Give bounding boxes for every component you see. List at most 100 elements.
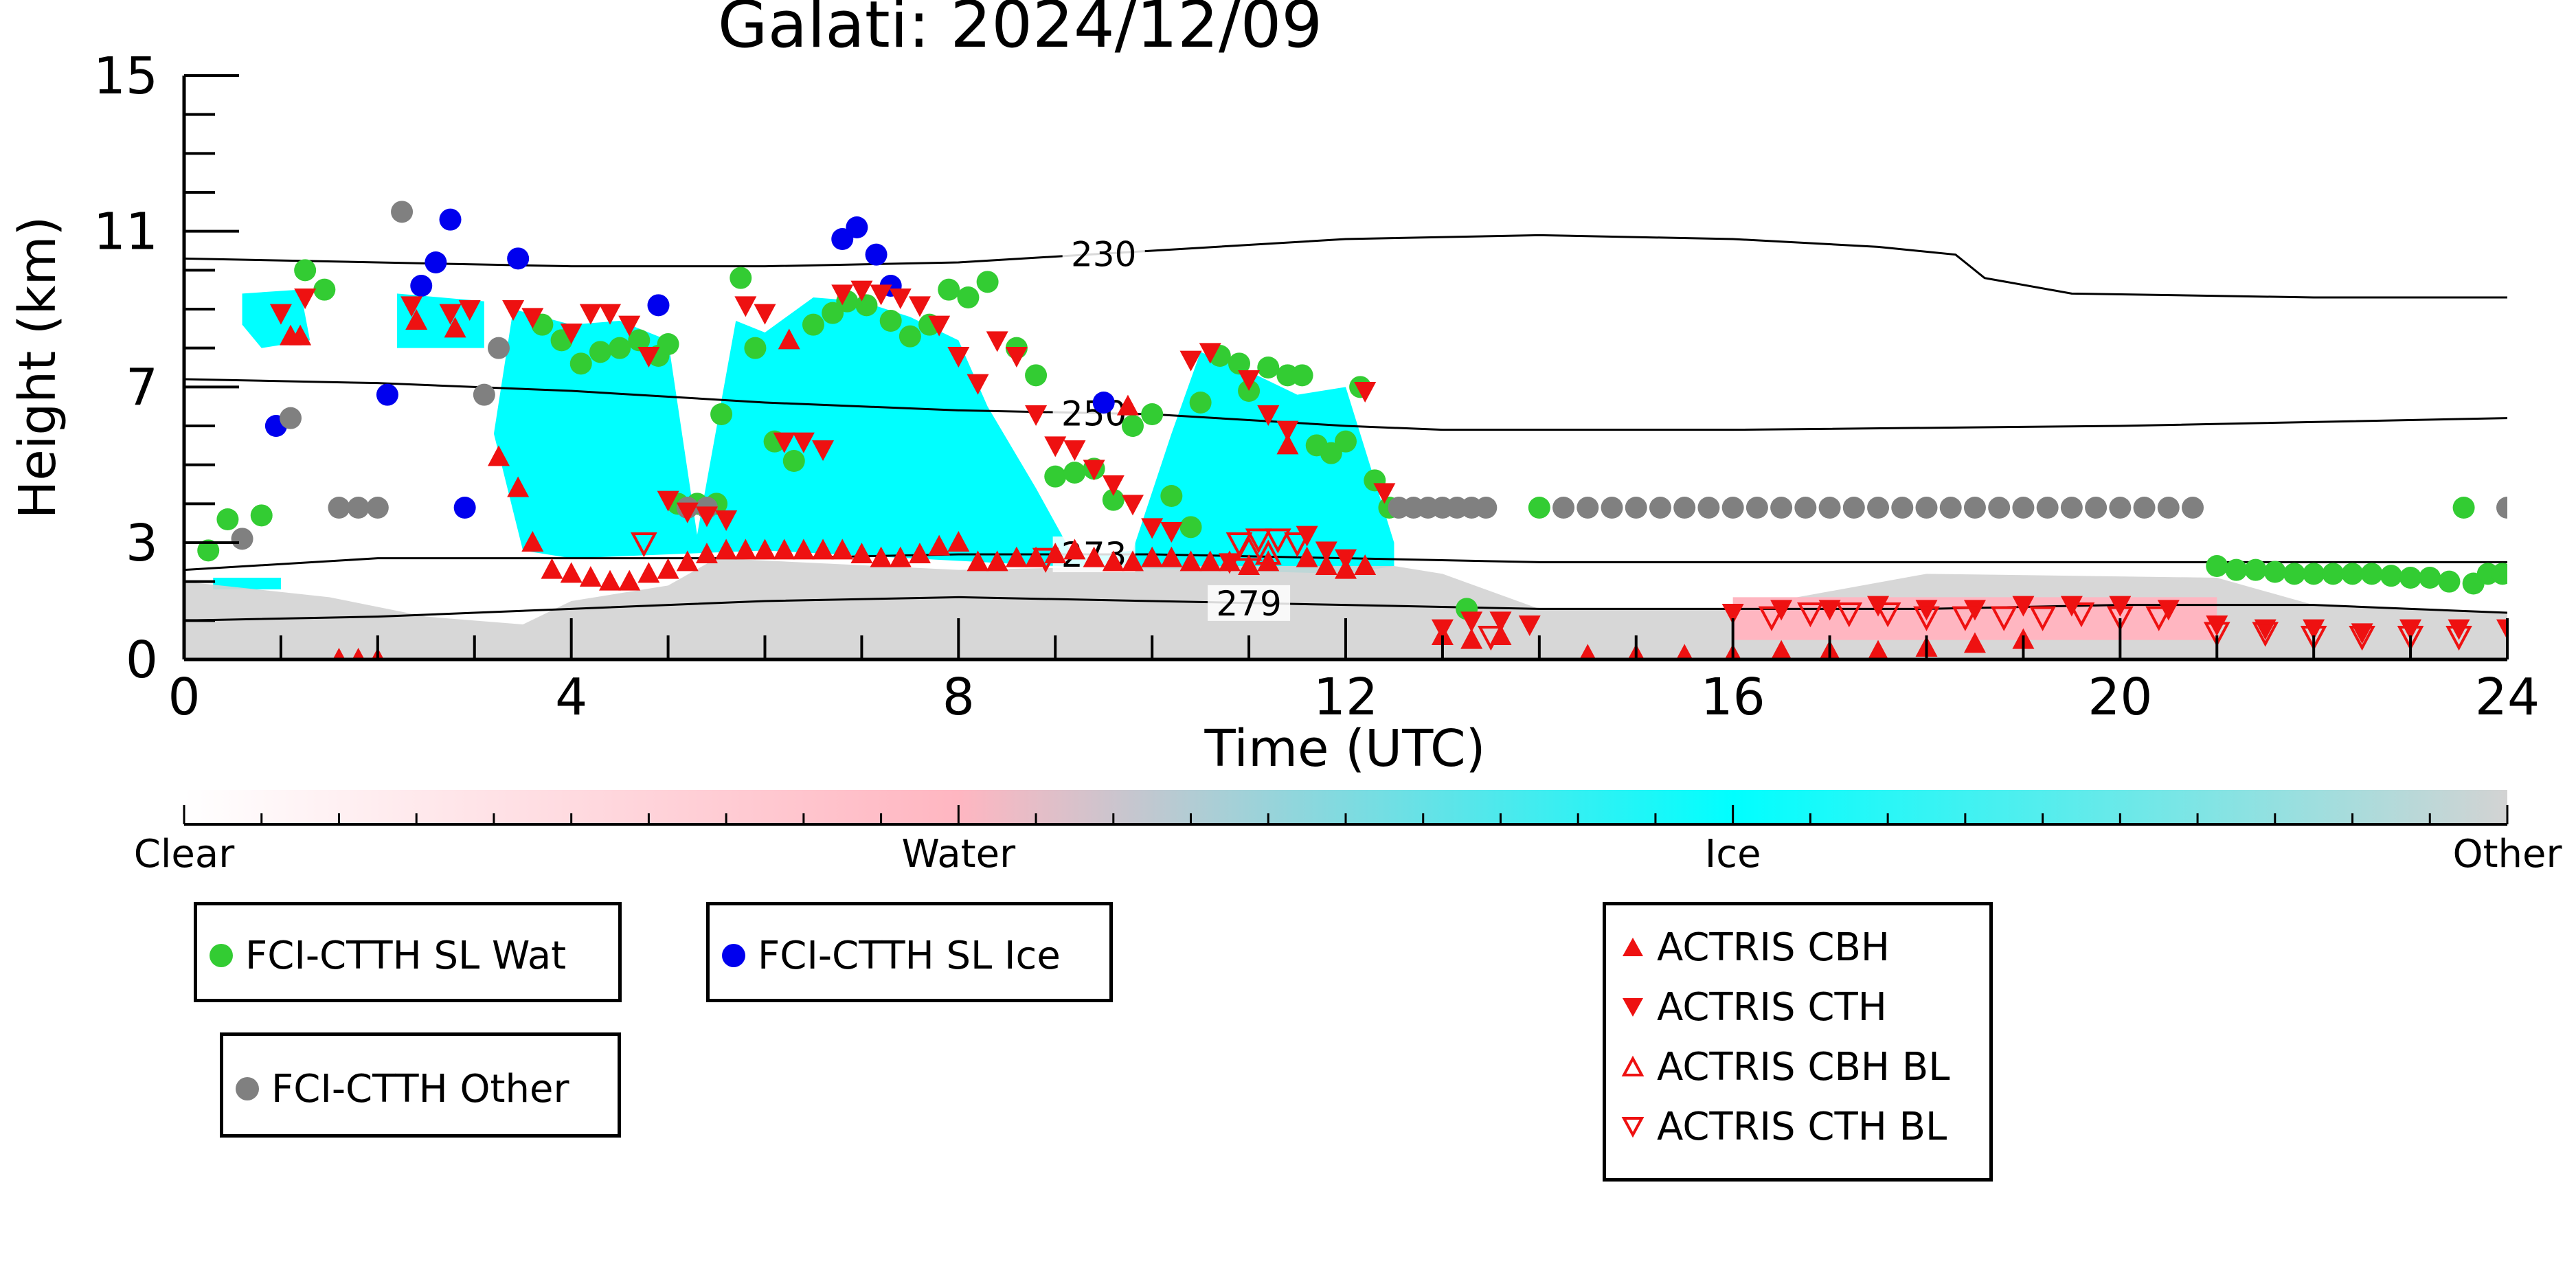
data-point xyxy=(2206,555,2228,577)
data-point xyxy=(2157,497,2180,519)
data-point xyxy=(2133,497,2156,519)
data-point xyxy=(631,532,657,558)
data-point xyxy=(1673,497,1696,519)
data-point xyxy=(1179,550,1202,572)
data-point xyxy=(1141,546,1164,567)
data-point xyxy=(812,440,835,461)
data-point xyxy=(1199,550,1221,572)
data-point xyxy=(870,546,892,567)
data-point xyxy=(1083,460,1105,481)
data-point xyxy=(609,337,631,359)
data-point xyxy=(2380,565,2402,587)
gray-circle-icon xyxy=(236,1077,259,1100)
data-point xyxy=(1797,602,1824,628)
data-point xyxy=(773,539,795,560)
colorbar-label-other: Other xyxy=(2452,832,2562,877)
data-point xyxy=(376,383,398,406)
data-point xyxy=(831,539,854,560)
data-point xyxy=(947,531,970,552)
data-point xyxy=(2397,626,2424,651)
data-point xyxy=(812,539,835,560)
contour-label-279: 279 xyxy=(1216,584,1281,624)
data-point xyxy=(2182,497,2204,519)
data-point xyxy=(1649,497,1671,519)
data-point xyxy=(2244,558,2267,581)
data-point xyxy=(2029,606,2056,631)
data-point xyxy=(986,331,1008,352)
data-point xyxy=(730,267,752,289)
y-tick-label: 7 xyxy=(126,358,158,417)
data-point xyxy=(618,315,641,337)
data-point xyxy=(2203,622,2230,647)
data-point xyxy=(879,310,902,332)
data-point xyxy=(676,502,699,523)
data-point xyxy=(865,243,888,266)
data-point xyxy=(1676,644,1693,659)
data-point xyxy=(710,403,733,425)
data-point xyxy=(2283,563,2305,585)
x-tick-label: 20 xyxy=(2088,668,2152,727)
data-point xyxy=(2341,563,2364,585)
hollow-triangle-down-icon xyxy=(1621,1117,1645,1138)
data-point xyxy=(507,476,530,497)
data-point xyxy=(197,539,220,562)
data-point xyxy=(458,300,481,321)
data-point xyxy=(1160,522,1183,543)
data-point xyxy=(792,432,815,453)
data-point xyxy=(1296,546,1318,567)
data-point xyxy=(734,539,757,560)
data-point xyxy=(1199,343,1221,364)
data-point xyxy=(1697,497,1720,519)
data-point xyxy=(1835,602,1863,628)
data-point xyxy=(1518,615,1541,636)
data-point xyxy=(1102,475,1125,496)
data-point xyxy=(1083,546,1105,567)
legend-label-actris-cth: ACTRIS CTH xyxy=(1657,984,1887,1030)
x-axis-label: Time (UTC) xyxy=(1204,719,1485,778)
data-point xyxy=(1373,483,1396,504)
data-point xyxy=(400,296,423,317)
data-point xyxy=(1116,394,1139,416)
data-point xyxy=(1794,497,1817,519)
x-tick-label: 24 xyxy=(2475,668,2540,727)
data-point xyxy=(2303,619,2325,640)
data-point xyxy=(425,251,447,273)
data-point xyxy=(928,315,951,337)
data-point xyxy=(637,347,660,368)
data-point xyxy=(657,333,679,355)
colorbar-label-water: Water xyxy=(902,832,1017,877)
data-point xyxy=(473,383,495,406)
data-point xyxy=(1489,611,1512,633)
data-point xyxy=(1939,497,1962,519)
data-point xyxy=(1092,392,1115,414)
data-point xyxy=(1354,554,1377,575)
data-point xyxy=(332,648,346,659)
data-point xyxy=(2496,619,2507,640)
y-tick-label: 3 xyxy=(126,514,158,573)
data-point xyxy=(1032,547,1059,573)
data-point xyxy=(1990,606,2018,631)
data-point xyxy=(444,317,466,338)
data-point xyxy=(2349,626,2375,651)
data-point xyxy=(487,445,510,466)
data-point xyxy=(352,648,365,659)
data-point xyxy=(2399,567,2422,589)
data-point xyxy=(313,278,336,301)
data-point xyxy=(2399,619,2422,640)
chart-title: Galati: 2024/12/09 xyxy=(718,0,1322,63)
data-point xyxy=(908,543,931,563)
x-tick-label: 16 xyxy=(1701,668,1765,727)
series-fci-ctth-sl-ice xyxy=(264,208,1115,519)
x-tick-label: 4 xyxy=(555,668,587,727)
data-point xyxy=(2060,497,2083,519)
data-point xyxy=(967,374,989,395)
data-point xyxy=(1460,611,1483,633)
data-point xyxy=(2085,497,2108,519)
data-point xyxy=(2360,563,2383,585)
data-point xyxy=(2225,558,2248,581)
legend-label-actris-cbh-bl: ACTRIS CBH BL xyxy=(1657,1044,1950,1089)
data-point xyxy=(1141,403,1164,425)
data-point xyxy=(1005,546,1028,567)
y-tick-label: 11 xyxy=(93,203,158,262)
data-point xyxy=(1063,462,1086,484)
